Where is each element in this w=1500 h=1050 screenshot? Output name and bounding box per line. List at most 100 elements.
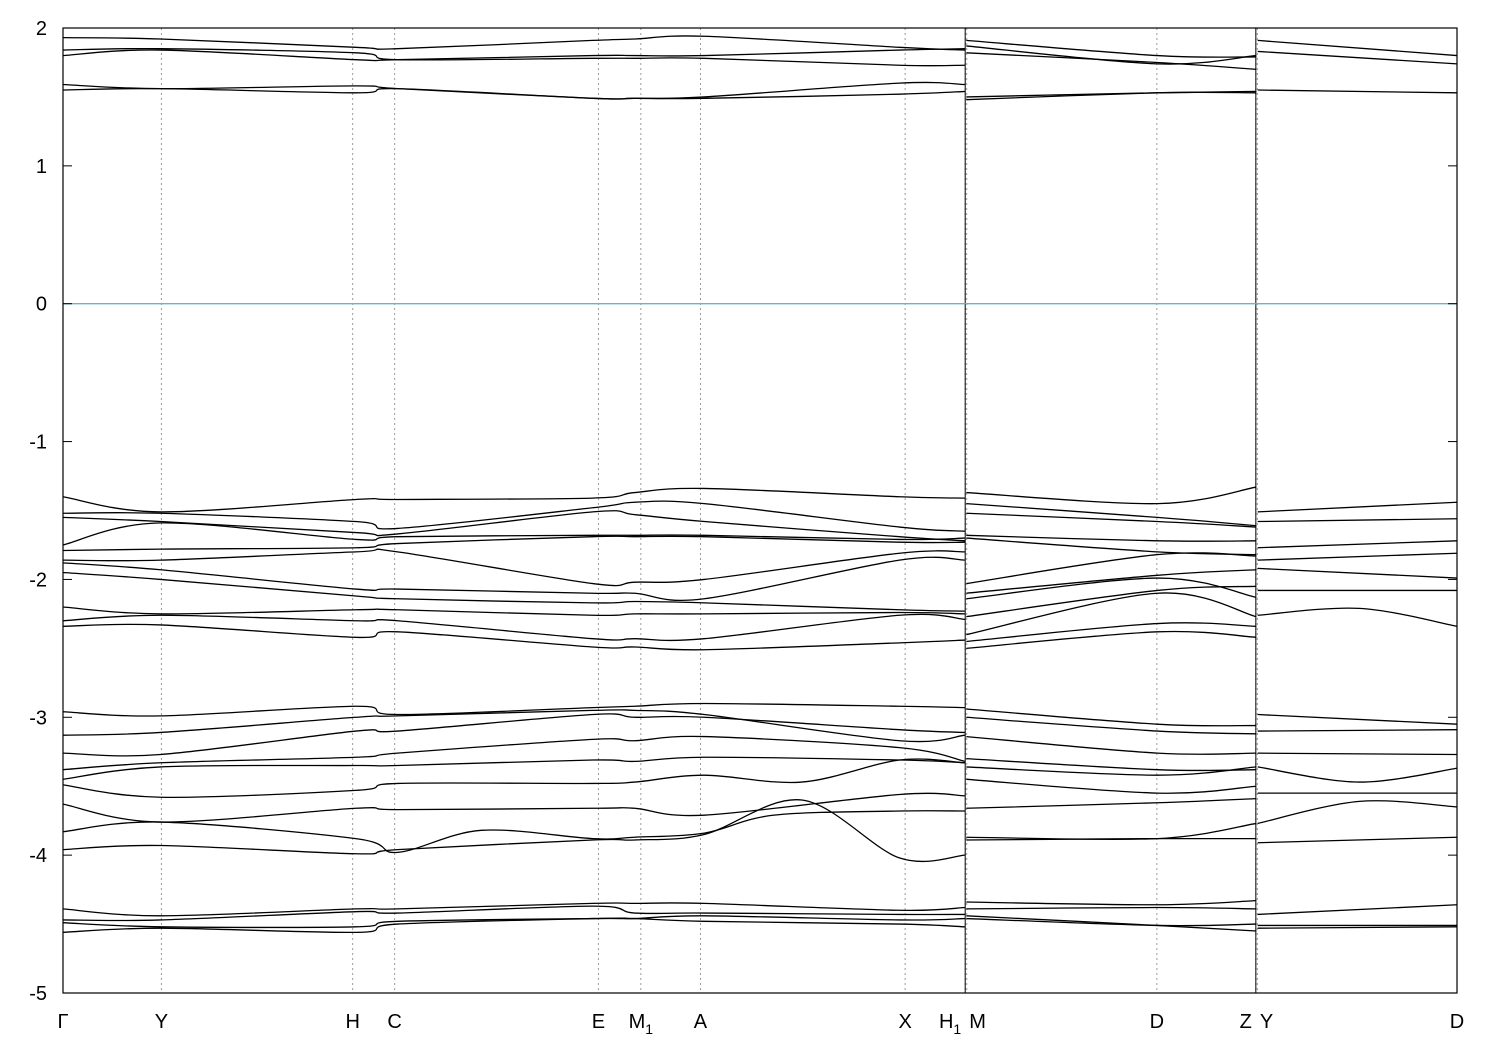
band-line: [62, 487, 965, 513]
band-line: [62, 917, 965, 934]
band-line: [62, 792, 965, 823]
band-line: [1257, 729, 1458, 732]
band-line: [1257, 800, 1458, 825]
band-line: [966, 577, 1257, 600]
band-line: [62, 522, 965, 546]
band-line: [62, 915, 965, 929]
band-line: [62, 799, 965, 863]
kpoint-label: D: [1150, 1011, 1164, 1033]
band-line: [966, 778, 1257, 794]
y-tick-label: -4: [29, 845, 47, 867]
kpoint-label: Z: [1240, 1011, 1252, 1033]
band-line: [62, 713, 965, 757]
band-line: [62, 810, 965, 854]
band-line: [1257, 766, 1458, 783]
band-line: [62, 758, 965, 798]
band-line: [1257, 89, 1458, 94]
band-line: [966, 797, 1257, 809]
band-line: [1257, 567, 1458, 579]
band-line: [62, 535, 965, 552]
kpoint-label: A: [694, 1011, 708, 1033]
band-line: [966, 735, 1257, 755]
band-line: [966, 592, 1257, 636]
kpoint-label: C: [387, 1011, 401, 1033]
kpoint-label: H1: [939, 1011, 961, 1037]
band-line: [1257, 904, 1458, 916]
band-line: [62, 81, 965, 100]
band-line: [966, 917, 1257, 927]
band-line: [966, 569, 1257, 594]
band-line: [62, 48, 965, 62]
band-line: [1257, 50, 1458, 65]
band-line: [62, 613, 965, 642]
plot-frame: [62, 27, 1458, 994]
band-line: [62, 905, 965, 922]
band-line: [62, 709, 965, 743]
band-line: [62, 510, 965, 542]
band-line: [62, 735, 966, 771]
band-line: [62, 623, 965, 651]
band-line: [62, 606, 965, 617]
kpoint-label: D: [1450, 1011, 1464, 1033]
band-line: [966, 39, 1257, 58]
band-line: [966, 552, 1257, 585]
band-line: [1257, 926, 1458, 929]
y-tick-label: -5: [29, 983, 47, 1005]
band-line: [966, 512, 1257, 528]
kpoint-label: X: [898, 1011, 911, 1033]
band-line: [966, 906, 1257, 910]
y-tick-label: 2: [36, 18, 47, 40]
y-tick-label: -1: [29, 432, 47, 454]
kpoint-label: Y: [155, 1011, 168, 1033]
kpoint-label: E: [592, 1011, 605, 1033]
y-tick-label: -2: [29, 569, 47, 591]
band-line: [966, 502, 1257, 527]
band-line: [62, 35, 965, 51]
band-line: [62, 548, 965, 587]
y-tick-label: 1: [36, 156, 47, 178]
band-line: [966, 45, 1257, 65]
band-line: [62, 556, 965, 602]
band-line: [966, 899, 1257, 906]
band-line: [1257, 713, 1458, 725]
grid-layer: [160, 28, 1258, 993]
band-line: [966, 630, 1257, 650]
band-line: [62, 756, 965, 780]
kpoint-label: Y: [1260, 1011, 1273, 1033]
band-line: [966, 91, 1257, 101]
band-line: [62, 47, 965, 67]
band-line: [966, 766, 1257, 776]
y-tick-label: 0: [36, 294, 47, 316]
band-line: [966, 486, 1257, 505]
y-axis: -5 -4 -3 -2 -1 0 1 2: [29, 18, 1457, 1005]
band-line: [966, 622, 1257, 643]
band-line: [1257, 836, 1458, 844]
y-tick-label: -3: [29, 707, 47, 729]
band-line: [966, 585, 1257, 618]
band-line: [966, 52, 1257, 71]
band-line: [1257, 540, 1458, 549]
band-line: [62, 702, 965, 717]
kpoint-label: H: [345, 1011, 359, 1033]
band-line: [1257, 501, 1458, 513]
kpoint-label: M1: [629, 1011, 654, 1037]
x-axis-kpath: Γ Y H C E M1 A X H1 M D Z Y D: [57, 1011, 1464, 1037]
band-line: [966, 837, 1257, 841]
band-line: [1257, 607, 1458, 627]
band-line: [1257, 518, 1458, 523]
band-layer: [62, 35, 1458, 934]
kpoint-label: M: [969, 1011, 986, 1033]
band-line: [1257, 752, 1458, 756]
band-line: [966, 822, 1257, 841]
band-line: [62, 571, 965, 612]
band-line: [62, 902, 965, 917]
kpoint-label: Γ: [57, 1011, 68, 1033]
band-line: [966, 708, 1257, 727]
band-line: [966, 716, 1257, 735]
band-line: [62, 500, 965, 532]
band-line: [966, 915, 1257, 932]
band-line: [966, 534, 1257, 542]
band-line: [1257, 552, 1458, 561]
band-line: [62, 87, 965, 100]
